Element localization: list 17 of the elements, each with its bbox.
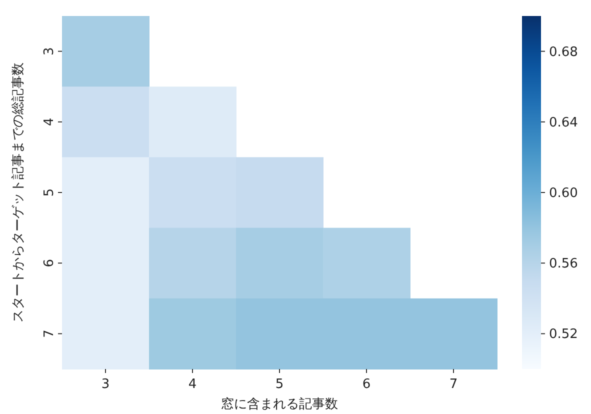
y-axis-title: スタートからターゲット記事までの総記事数 xyxy=(11,62,26,322)
x-tick-label: 4 xyxy=(188,377,197,392)
color-bar-label: 0.64 xyxy=(549,115,578,130)
y-tick-label: 4 xyxy=(42,118,57,126)
y-tick-label: 3 xyxy=(42,47,57,56)
x-tick-label: 7 xyxy=(449,377,458,392)
color-bar-label: 0.56 xyxy=(549,256,578,272)
y-tick-label: 7 xyxy=(42,330,57,338)
x-axis-title: 窓に含まれる記事数 xyxy=(221,396,338,412)
y-tick-label: 6 xyxy=(42,258,57,268)
x-tick-label: 6 xyxy=(362,377,371,392)
color-bar-label: 0.52 xyxy=(549,327,578,342)
x-tick-label: 3 xyxy=(101,377,110,392)
color-bar-label: 0.68 xyxy=(549,44,578,60)
y-tick-label: 5 xyxy=(42,188,57,197)
color-bar-label: 0.60 xyxy=(549,186,578,201)
x-tick-label: 5 xyxy=(275,377,284,392)
